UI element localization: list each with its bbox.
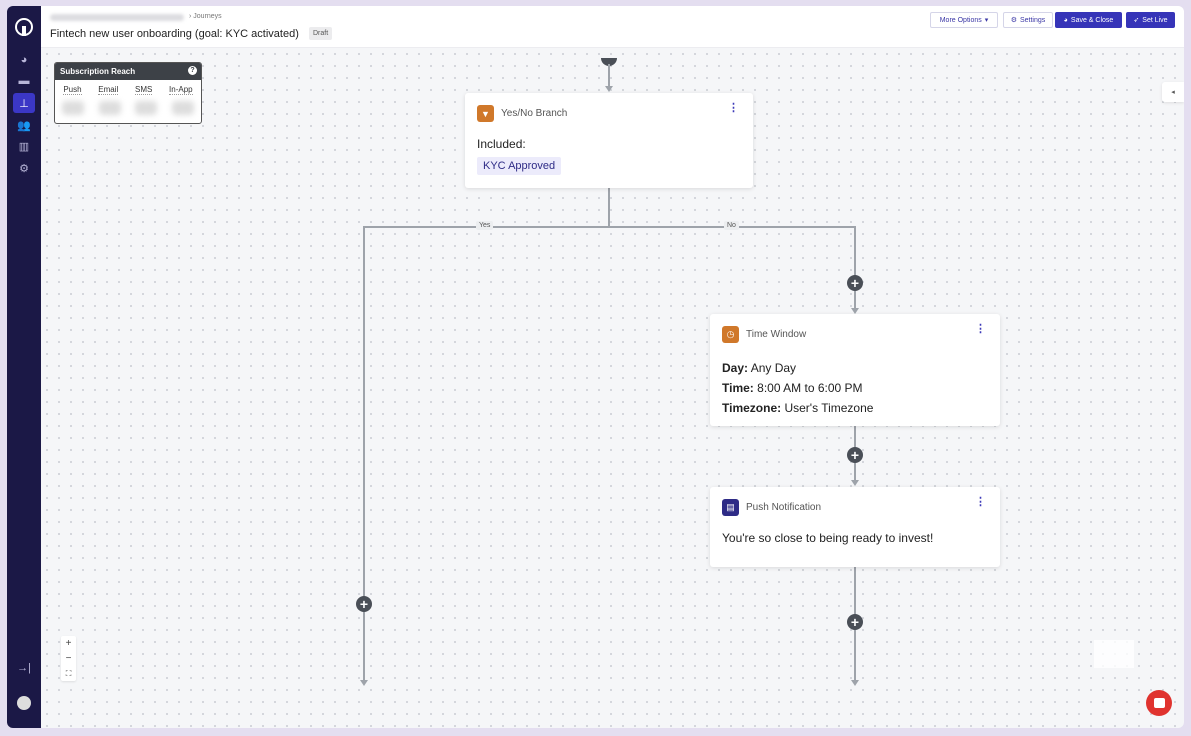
zoom-in-button[interactable]: + (65, 638, 72, 649)
sidebar: ◕ ▬ ⊥ 👥 ▥ ⚙ →| (7, 6, 41, 728)
detail-key: Timezone: (722, 401, 782, 415)
detail-value: Any Day (750, 361, 797, 375)
arrow-icon (851, 680, 859, 686)
edge-label-yes: Yes (476, 221, 494, 230)
users-icon[interactable]: 👥 (17, 119, 31, 132)
reach-col-sms: SMS (135, 85, 153, 95)
save-close-button[interactable]: ◕ Save & Close (1055, 12, 1122, 28)
connector-yes (363, 226, 365, 680)
connector-no (854, 226, 856, 308)
breadcrumb-parent[interactable] (50, 14, 184, 21)
segment-tag: KYC Approved (477, 157, 562, 175)
more-options-button[interactable]: More Options ▾ (930, 12, 998, 28)
arrow-icon (851, 480, 859, 486)
arrow-icon (360, 680, 368, 686)
expand-sidebar-icon[interactable]: →| (17, 662, 31, 674)
detail-value: User's Timezone (784, 401, 874, 415)
entry-node-stub (601, 58, 617, 66)
push-message: You're so close to being ready to invest… (722, 531, 934, 545)
reach-col-email: Email (98, 85, 119, 95)
subscription-reach-panel: Subscription Reach? Push Email SMS In-Ap… (54, 62, 202, 124)
reach-col-push: Push (63, 85, 82, 95)
filter-icon: ▼ (477, 105, 494, 122)
breadcrumb: › Journeys (189, 13, 222, 20)
add-step-button[interactable]: + (847, 614, 863, 630)
caret-down-icon: ▾ (984, 17, 989, 24)
gear-icon: ⚙ (1010, 17, 1017, 24)
edge-label-no: No (724, 221, 739, 230)
connector (608, 188, 610, 226)
dashboard-icon[interactable]: ◕ (20, 54, 28, 66)
branch-label: Included: (477, 137, 526, 151)
reach-col-in-app: In-App (169, 85, 193, 95)
minimap[interactable] (1094, 640, 1134, 668)
arrow-icon (605, 86, 613, 92)
page-title: Fintech new user onboarding (goal: KYC a… (50, 28, 299, 40)
add-step-button[interactable]: + (356, 596, 372, 612)
time-window-node[interactable]: ◷ Time Window ⋮ Day: Any Day Time: 8:00 … (710, 314, 1000, 426)
collapse-panel-button[interactable]: ◂ (1162, 82, 1184, 102)
arrow-icon (851, 308, 859, 314)
chat-icon (1153, 698, 1165, 708)
detail-value: 8:00 AM to 6:00 PM (757, 381, 863, 395)
add-step-button[interactable]: + (847, 275, 863, 291)
more-menu-icon[interactable]: ⋮ (728, 102, 739, 114)
analytics-icon[interactable]: ▥ (18, 140, 30, 153)
detail-key: Day: (722, 361, 749, 375)
connector (363, 226, 855, 228)
zoom-controls: + − ⛶ (61, 636, 76, 681)
node-title: Push Notification (746, 502, 822, 513)
detail-key: Time: (722, 381, 754, 395)
more-options-label: More Options (939, 16, 982, 24)
add-step-button[interactable]: + (847, 447, 863, 463)
settings-icon[interactable]: ⚙ (19, 162, 29, 175)
more-menu-icon[interactable]: ⋮ (975, 496, 986, 508)
node-title: Time Window (746, 329, 807, 340)
settings-button[interactable]: ⚙ Settings (1003, 12, 1053, 28)
help-icon[interactable]: ? (188, 66, 197, 75)
zoom-out-button[interactable]: − (65, 653, 72, 664)
connector (608, 64, 610, 86)
push-notification-icon: ▤ (722, 499, 739, 516)
breadcrumb-current[interactable]: Journeys (193, 13, 222, 20)
rocket-icon: ➶ (1133, 17, 1140, 24)
subscription-reach-title: Subscription Reach (60, 67, 136, 76)
status-badge: Draft (309, 27, 333, 40)
avatar[interactable] (17, 696, 31, 710)
set-live-label: Set Live (1142, 16, 1168, 24)
chat-button[interactable] (1146, 690, 1172, 716)
journeys-icon[interactable]: ⊥ (13, 93, 35, 113)
time-window-details: Day: Any Day Time: 8:00 AM to 6:00 PM Ti… (722, 358, 873, 418)
push-notification-node[interactable]: ▤ Push Notification ⋮ You're so close to… (710, 487, 1000, 567)
save-icon: ◕ (1063, 16, 1068, 24)
logo (15, 18, 33, 36)
header: › Journeys Fintech new user onboarding (… (41, 6, 1184, 48)
journey-canvas[interactable]: ◂ Subscription Reach? Push Email SMS In-… (41, 48, 1184, 728)
set-live-button[interactable]: ➶ Set Live (1126, 12, 1175, 28)
node-title: Yes/No Branch (501, 108, 568, 119)
save-close-label: Save & Close (1070, 16, 1114, 24)
app-window: ◕ ▬ ⊥ 👥 ▥ ⚙ →| › Journeys Fintech new us… (7, 6, 1184, 728)
fit-view-button[interactable]: ⛶ (65, 669, 72, 678)
reach-values (55, 95, 201, 115)
yes-no-branch-node[interactable]: ▼ Yes/No Branch ⋮ Included: KYC Approved (465, 93, 753, 188)
messages-icon[interactable]: ▬ (18, 75, 30, 87)
more-menu-icon[interactable]: ⋮ (975, 323, 986, 335)
calendar-clock-icon: ◷ (722, 326, 739, 343)
settings-label: Settings (1019, 16, 1046, 24)
